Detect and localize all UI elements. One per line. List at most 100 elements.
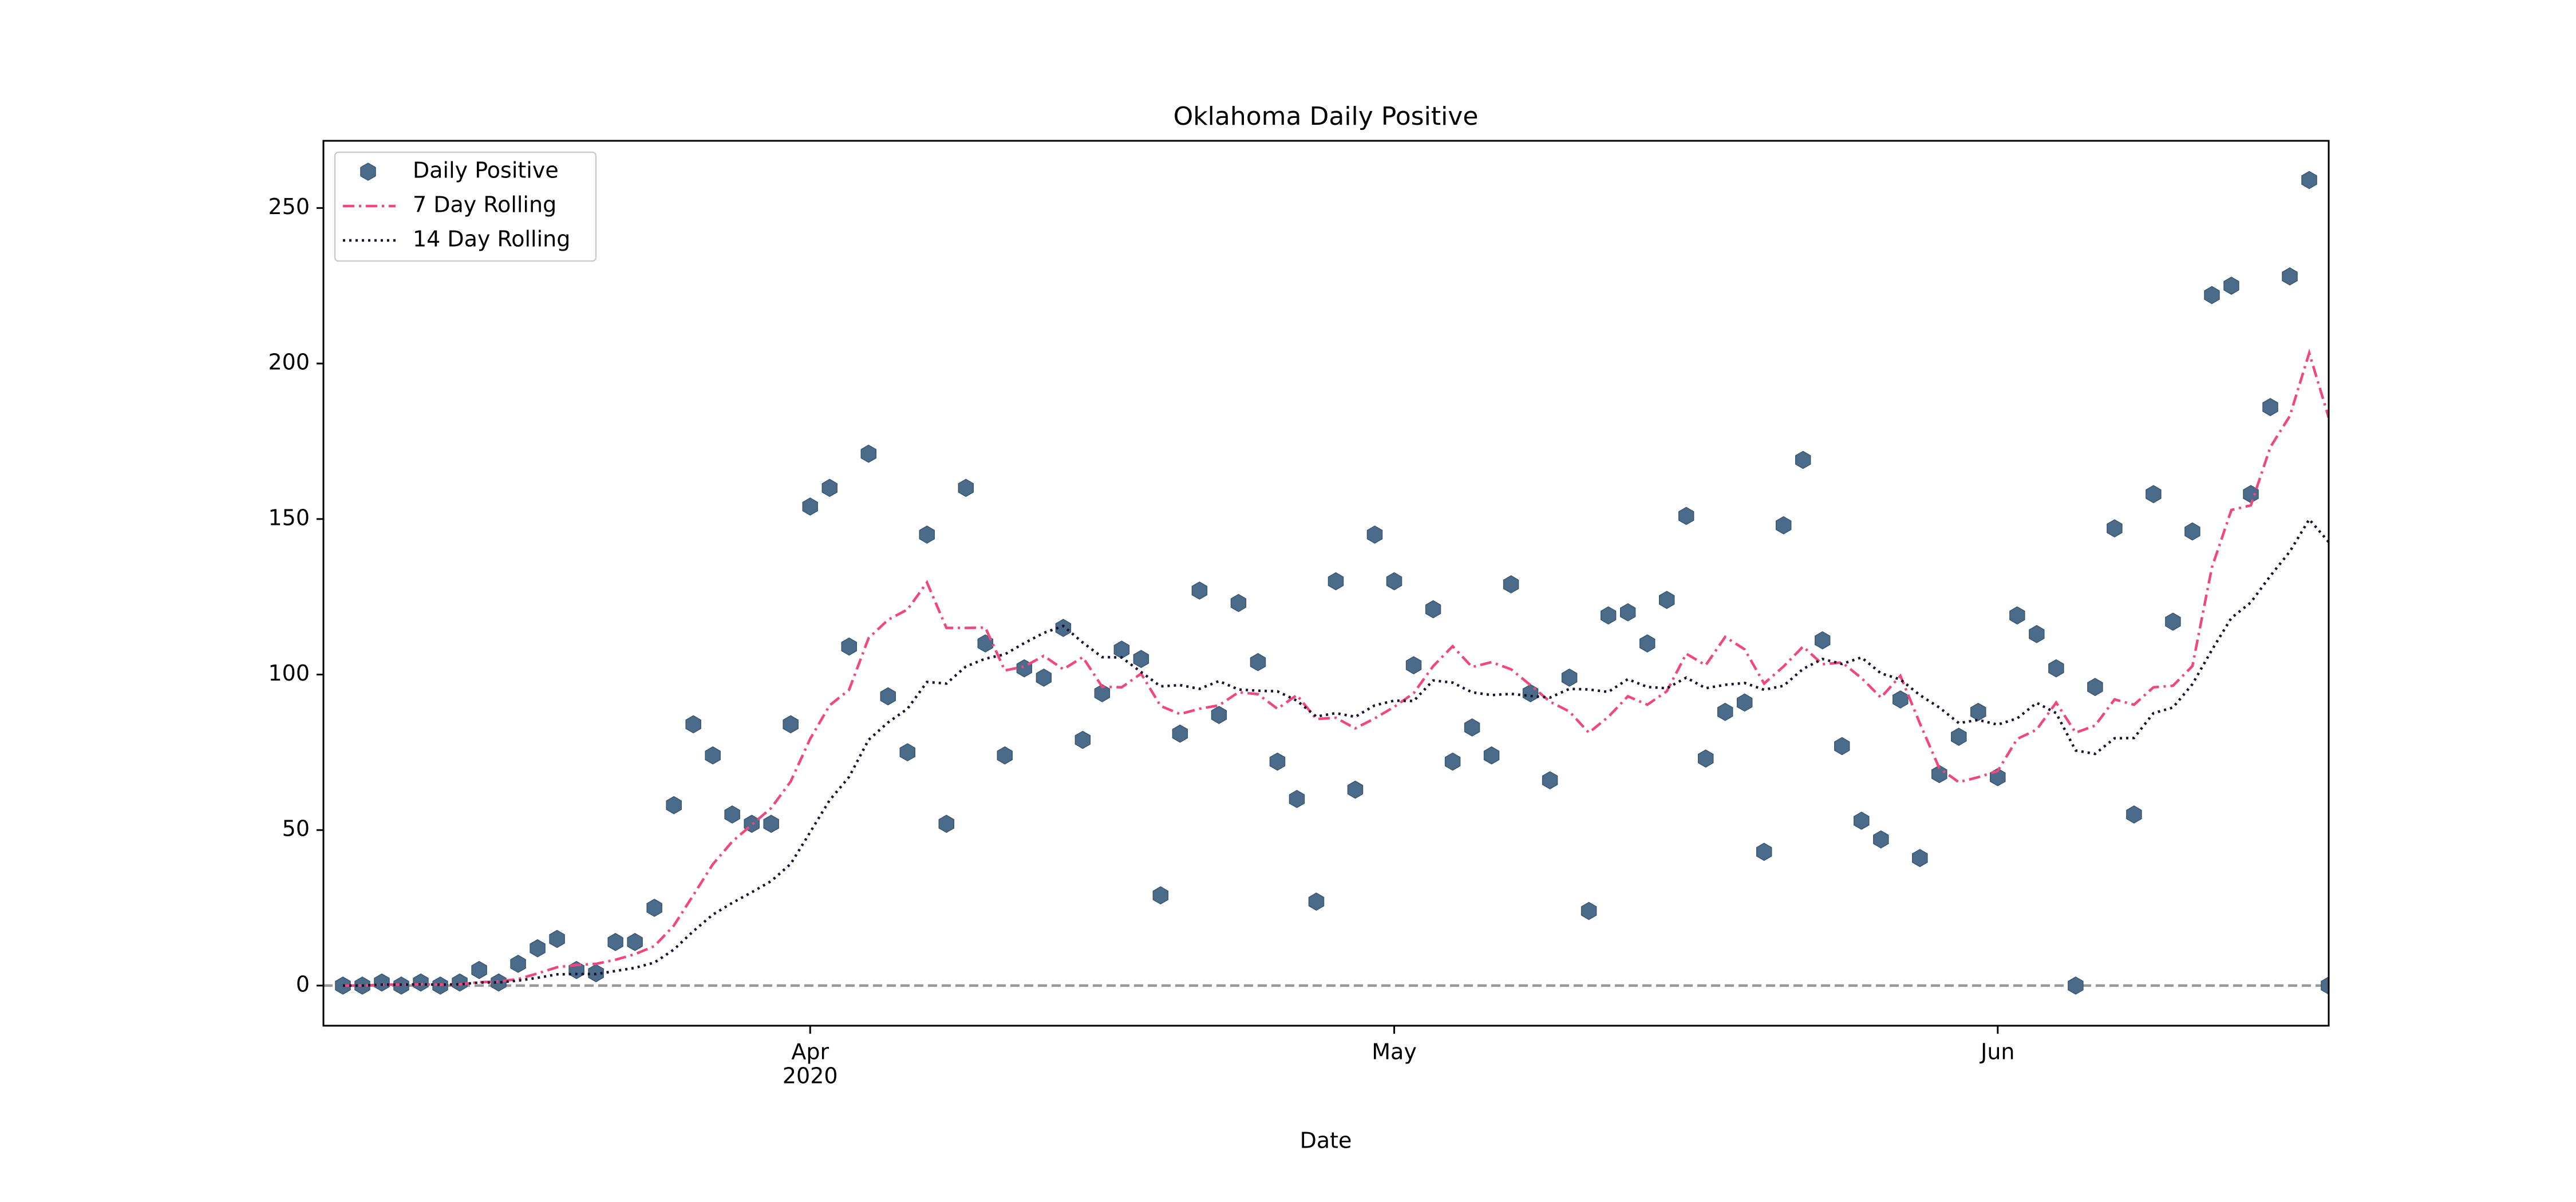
data-point [1717,702,1733,721]
legend-marker [360,163,376,181]
line-series [343,348,2329,987]
data-point [374,973,390,992]
data-point [2223,276,2239,295]
data-point [549,930,565,948]
data-point [958,479,974,497]
data-point [997,746,1013,765]
data-point [607,932,623,951]
data-point [2262,398,2278,417]
chart-title: Oklahoma Daily Positive [1174,102,1479,131]
data-point [880,687,896,706]
data-point [510,955,526,973]
data-point [1113,640,1130,659]
data-point [2107,519,2123,537]
legend-label: Daily Positive [413,158,559,183]
data-point [646,899,662,917]
data-point [2009,606,2025,625]
data-point [1327,572,1344,591]
data-point [2301,171,2317,189]
data-point [783,715,799,734]
data-point [1619,603,1636,622]
axes-frame [322,140,2330,1027]
data-point [1289,790,1305,808]
data-point [724,805,740,824]
data-point [821,479,837,497]
data-point [2048,659,2064,678]
data-point [471,960,487,979]
data-point [530,939,546,958]
data-point [1405,656,1422,675]
data-point [1542,771,1558,790]
data-point [1191,581,1208,600]
data-point [1055,619,1072,637]
data-point [705,746,721,765]
data-point [2068,976,2084,995]
data-point [1931,765,1947,784]
data-point [1834,737,1850,756]
y-tick-label: 100 [268,661,310,686]
plot-area [323,171,2329,995]
data-point [2126,805,2142,824]
data-point [413,973,429,992]
data-point [2146,485,2162,504]
x-tick-label: Apr [791,1039,829,1065]
data-point [1815,631,1831,650]
data-point [763,814,779,833]
data-point [1503,575,1519,594]
data-point [1386,572,1402,591]
data-point [1269,752,1286,771]
data-point [1736,693,1753,712]
data-point [2321,976,2329,995]
data-point [1522,684,1539,702]
data-point [1639,634,1656,653]
data-point [841,637,858,656]
y-tick-label: 150 [268,505,310,530]
data-point [2184,522,2200,541]
data-point [1133,650,1149,669]
y-tick-label: 0 [296,971,310,997]
data-point [1756,843,1772,861]
legend-box [334,151,597,262]
data-point [685,715,701,734]
data-point [1600,606,1617,625]
data-point [1230,594,1247,612]
data-point [1425,600,1441,619]
x-year-label: 2020 [783,1063,838,1089]
data-point [1347,780,1364,799]
data-point [627,932,643,951]
data-point [802,497,818,516]
data-point [1561,669,1578,687]
data-point [919,525,935,544]
y-tick-label: 200 [268,350,310,375]
data-point [1308,892,1325,911]
x-axis-label: Date [1300,1128,1352,1153]
data-point [1970,702,1986,721]
data-point [1036,669,1052,687]
data-point [1697,749,1714,768]
data-point [1658,591,1675,609]
data-point [1483,746,1500,765]
data-point [1366,525,1383,544]
data-point [1444,752,1461,771]
data-point [938,814,955,833]
data-point [1795,450,1811,469]
data-point [1678,507,1694,525]
y-tick-label: 50 [282,816,310,841]
data-point [977,634,994,653]
data-point [1854,812,1870,830]
data-point [1775,516,1792,535]
data-point [1211,706,1227,724]
data-point [1912,849,1928,867]
data-point [1074,730,1091,749]
data-point [860,444,877,463]
legend-label: 7 Day Rolling [413,192,556,218]
y-tick-label: 250 [268,194,310,219]
data-point [2204,286,2220,305]
legend-label: 14 Day Rolling [413,227,570,252]
data-point [491,973,507,992]
data-point [1581,902,1597,920]
x-tick-label: Jun [1980,1039,2014,1065]
data-point [1893,690,1909,709]
data-point [2029,624,2045,643]
